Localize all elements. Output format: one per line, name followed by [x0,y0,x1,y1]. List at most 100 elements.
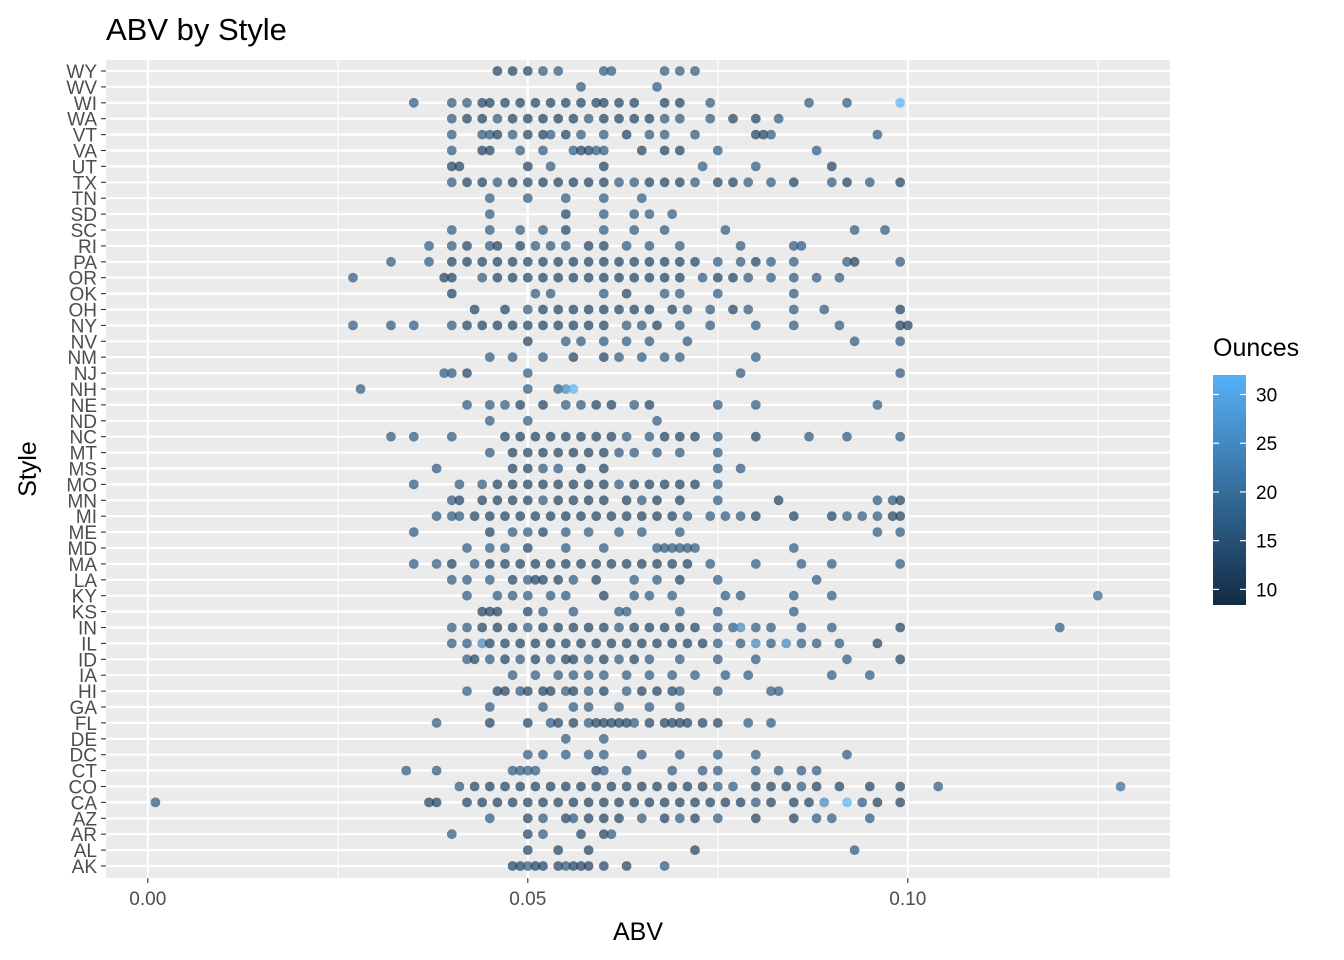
data-point [614,97,624,108]
legend-ticks: 10 15 20 25 30 [1213,385,1277,601]
data-point [712,288,723,299]
data-point [484,718,495,728]
data-point [750,749,761,760]
data-point [614,622,624,633]
data-point [750,352,761,363]
data-point [636,352,647,363]
data-point [507,447,518,458]
data-point [796,241,807,251]
data-point [697,765,708,776]
data-point [560,686,571,696]
data-point [819,304,830,315]
data-point [659,479,670,490]
data-point [788,304,799,315]
y-tick-label: TN [72,189,97,210]
data-point [629,654,640,665]
data-point [674,352,685,363]
data-point [811,813,822,824]
data-point [583,320,594,331]
data-point [583,718,594,728]
data-point [674,288,685,299]
data-point [538,256,548,267]
data-point [872,129,883,140]
data-point [568,718,579,728]
data-point [690,431,700,442]
y-tick-label: IA [79,666,97,687]
data-point [591,765,602,776]
data-point [538,574,548,585]
data-point [766,129,776,140]
data-point [492,113,503,124]
data-point [842,177,852,188]
data-point [674,718,685,728]
data-point [674,145,685,156]
data-point [712,400,723,410]
data-point [500,400,510,410]
data-point [560,527,571,537]
data-point [674,272,685,283]
data-point [530,288,541,299]
data-point [621,559,632,569]
data-point [484,225,495,235]
data-point [811,638,822,649]
data-point [781,781,792,792]
data-point [636,527,647,537]
data-point [606,829,617,840]
data-point [743,177,754,188]
data-point [796,638,807,649]
data-point [712,177,723,188]
data-point [705,559,716,569]
data-point [454,511,465,522]
data-point [515,559,526,569]
y-tick-label: HI [78,682,97,703]
data-point [629,622,640,633]
data-point [750,400,761,410]
data-point [553,113,564,124]
data-point [560,225,571,235]
data-point [538,272,548,283]
y-axis-title: Style [14,441,42,497]
y-tick-label: FL [75,714,97,735]
data-point [766,622,776,633]
data-point [652,781,662,792]
data-point [507,622,518,633]
data-point [690,797,700,808]
data-point [788,272,799,283]
data-point [735,368,746,378]
data-point [766,781,776,792]
data-point [560,129,571,140]
x-tick-label: 0.10 [889,889,926,910]
data-point [834,781,845,792]
data-point [522,479,533,490]
data-point [484,447,495,458]
data-point [408,527,419,537]
data-point [553,320,564,331]
data-point [598,193,609,204]
y-tick-label: RI [78,237,97,258]
data-point [674,495,685,506]
data-point [522,718,533,728]
data-point [522,686,533,696]
data-point [614,447,624,458]
data-point [864,781,875,792]
data-point [538,352,548,363]
data-point [667,670,678,681]
data-point [538,225,548,235]
y-tick-label: SD [71,205,97,226]
data-point [621,765,632,776]
data-point [629,447,640,458]
data-point [629,225,640,235]
data-point [728,272,738,283]
data-point [788,288,799,299]
y-tick-label: CT [72,762,98,783]
data-point [864,670,875,681]
data-point [408,479,419,490]
data-point [492,241,503,251]
data-point [469,559,480,569]
data-point [682,511,693,522]
data-point [811,272,822,283]
chart-title: ABV by Style [106,12,287,47]
data-point [773,113,784,124]
data-point [538,749,548,760]
data-point [446,161,457,172]
